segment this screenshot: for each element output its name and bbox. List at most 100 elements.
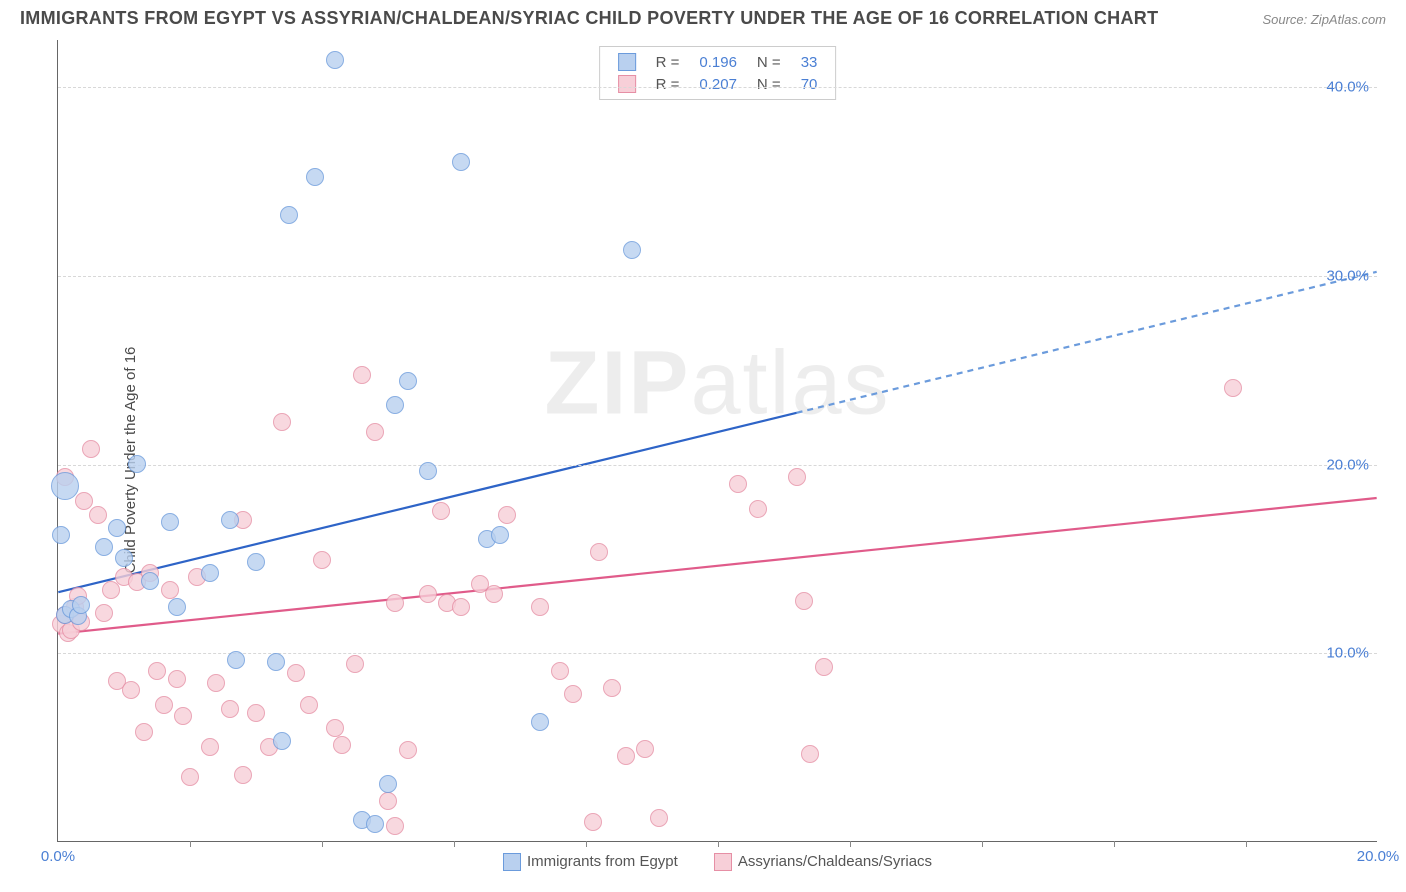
y-tick-label: 30.0%	[1326, 267, 1369, 284]
x-tick-mark	[322, 841, 323, 847]
x-tick-mark	[1114, 841, 1115, 847]
data-point-pink	[221, 700, 239, 718]
plot-area: ZIPatlas R =0.196N =33R =0.207N =70 Immi…	[57, 40, 1377, 842]
data-point-pink	[366, 423, 384, 441]
data-point-blue	[72, 596, 90, 614]
x-tick-label: 20.0%	[1357, 848, 1400, 865]
legend-item-blue: Immigrants from Egypt	[503, 853, 678, 871]
data-point-pink	[399, 741, 417, 759]
legend-label: Assyrians/Chaldeans/Syriacs	[738, 853, 932, 870]
data-point-pink	[531, 598, 549, 616]
data-point-pink	[386, 594, 404, 612]
x-tick-mark	[586, 841, 587, 847]
data-point-pink	[300, 696, 318, 714]
r-value: 0.196	[689, 51, 747, 73]
data-point-blue	[366, 815, 384, 833]
legend-row-pink: R =0.207N =70	[608, 73, 828, 95]
chart-title: IMMIGRANTS FROM EGYPT VS ASSYRIAN/CHALDE…	[20, 8, 1158, 29]
n-label: N =	[747, 51, 791, 73]
data-point-pink	[326, 719, 344, 737]
data-point-pink	[749, 500, 767, 518]
data-point-pink	[346, 655, 364, 673]
swatch-blue	[618, 53, 636, 71]
data-point-pink	[287, 664, 305, 682]
gridline-h	[58, 87, 1377, 88]
r-value: 0.207	[689, 73, 747, 95]
swatch-pink	[714, 853, 732, 871]
data-point-blue	[128, 455, 146, 473]
data-point-blue	[201, 564, 219, 582]
r-label: R =	[646, 51, 690, 73]
data-point-blue	[168, 598, 186, 616]
data-point-pink	[788, 468, 806, 486]
data-point-blue	[280, 206, 298, 224]
data-point-blue	[161, 513, 179, 531]
data-point-pink	[729, 475, 747, 493]
data-point-pink	[181, 768, 199, 786]
x-tick-mark	[982, 841, 983, 847]
data-point-pink	[379, 792, 397, 810]
data-point-pink	[273, 413, 291, 431]
data-point-pink	[551, 662, 569, 680]
data-point-blue	[273, 732, 291, 750]
data-point-pink	[815, 658, 833, 676]
swatch-blue	[503, 853, 521, 871]
y-tick-label: 20.0%	[1326, 456, 1369, 473]
data-point-pink	[82, 440, 100, 458]
x-tick-label: 0.0%	[41, 848, 75, 865]
x-tick-mark	[190, 841, 191, 847]
data-point-pink	[247, 704, 265, 722]
data-point-pink	[432, 502, 450, 520]
data-point-blue	[141, 572, 159, 590]
data-point-pink	[313, 551, 331, 569]
data-point-blue	[531, 713, 549, 731]
data-point-pink	[333, 736, 351, 754]
data-point-blue	[227, 651, 245, 669]
data-point-pink	[386, 817, 404, 835]
data-point-blue	[419, 462, 437, 480]
gridline-h	[58, 653, 1377, 654]
data-point-blue	[623, 241, 641, 259]
data-point-blue	[267, 653, 285, 671]
data-point-pink	[168, 670, 186, 688]
trend-line	[58, 413, 796, 592]
n-value: 33	[791, 51, 828, 73]
data-point-pink	[603, 679, 621, 697]
n-label: N =	[747, 73, 791, 95]
legend-correlation: R =0.196N =33R =0.207N =70	[599, 46, 837, 100]
n-value: 70	[791, 73, 828, 95]
data-point-blue	[386, 396, 404, 414]
data-point-pink	[201, 738, 219, 756]
gridline-h	[58, 465, 1377, 466]
gridline-h	[58, 276, 1377, 277]
data-point-pink	[419, 585, 437, 603]
data-point-blue	[221, 511, 239, 529]
data-point-pink	[617, 747, 635, 765]
data-point-pink	[498, 506, 516, 524]
data-point-blue	[108, 519, 126, 537]
x-tick-mark	[1246, 841, 1247, 847]
data-point-blue	[399, 372, 417, 390]
data-point-pink	[89, 506, 107, 524]
data-point-pink	[584, 813, 602, 831]
data-point-pink	[353, 366, 371, 384]
data-point-pink	[122, 681, 140, 699]
data-point-pink	[135, 723, 153, 741]
data-point-blue	[491, 526, 509, 544]
data-point-pink	[801, 745, 819, 763]
data-point-pink	[102, 581, 120, 599]
chart-container: Child Poverty Under the Age of 16 ZIPatl…	[45, 40, 1385, 880]
data-point-pink	[95, 604, 113, 622]
r-label: R =	[646, 73, 690, 95]
trend-line	[797, 272, 1377, 413]
data-point-pink	[564, 685, 582, 703]
y-tick-label: 40.0%	[1326, 79, 1369, 96]
data-point-blue	[452, 153, 470, 171]
data-point-pink	[234, 766, 252, 784]
legend-series: Immigrants from Egypt Assyrians/Chaldeans…	[58, 853, 1377, 871]
x-tick-mark	[718, 841, 719, 847]
data-point-blue	[115, 549, 133, 567]
data-point-pink	[485, 585, 503, 603]
data-point-blue	[51, 472, 79, 500]
legend-label: Immigrants from Egypt	[527, 853, 678, 870]
